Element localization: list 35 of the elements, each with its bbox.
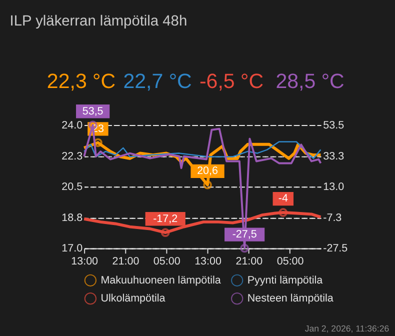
chart-title: ILP yläkerran lämpötila 48h: [10, 13, 188, 30]
y-tick-label: 20.5: [62, 181, 83, 194]
y2-tick-label: -27.5: [323, 242, 348, 255]
text: -6,5 °C: [199, 70, 264, 93]
point: [240, 244, 250, 253]
text: 28,5 °C: [276, 70, 345, 93]
y-tick-label: 17.0: [62, 242, 83, 255]
y-tick-label: 24.0: [62, 119, 83, 132]
text: 22,7 °C: [123, 70, 192, 93]
x-tick-label: 05:00: [276, 255, 304, 268]
x-tick-label: 21:00: [112, 255, 140, 268]
line-series: [83, 141, 322, 160]
legend-label: Nesteen lämpötila: [247, 292, 334, 305]
data-label: -17,2: [153, 212, 178, 225]
point: [278, 208, 288, 217]
y-tick-label: 18.8: [62, 212, 83, 224]
point: [160, 228, 170, 237]
data-label: 20,6: [197, 165, 218, 178]
y2-tick-label: 53.5: [323, 119, 344, 132]
text: 22,3 °C: [46, 70, 116, 93]
text: Jan 2, 2026, 11:36:26: [304, 323, 390, 334]
y2-tick-label: 13.0: [323, 181, 344, 194]
y2-tick-label: -7.3: [323, 212, 342, 224]
legend-label: Ulkolämpötila: [100, 292, 166, 305]
legend-label: Pyynti lämpötila: [247, 274, 323, 286]
data-label: -27,5: [232, 228, 257, 240]
x-tick-label: 13:00: [194, 255, 222, 268]
y-tick-label: 22.3: [62, 150, 83, 162]
y2-tick-label: 33.3: [323, 150, 344, 162]
legend-label: Makuuhuoneen lämpötila: [100, 274, 221, 286]
x-tick-label: 13:00: [71, 255, 98, 268]
x-tick-label: 05:00: [153, 255, 180, 268]
data-label: -4: [278, 192, 288, 205]
x-tick-label: 21:00: [236, 255, 263, 268]
data-label: 53,5: [82, 105, 104, 118]
